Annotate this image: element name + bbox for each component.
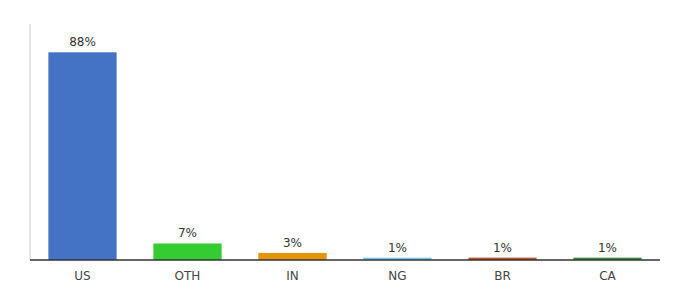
bars (48, 52, 641, 260)
data-label: 3% (283, 236, 302, 250)
bar (48, 52, 116, 260)
x-axis-line (30, 259, 660, 261)
chart-container: US OTH IN NG BR CA 88% 7% 3% 1% 1% 1% (0, 0, 680, 300)
page: {"chart_data": {"type": "bar", "categori… (0, 0, 680, 300)
data-label: 1% (598, 241, 617, 255)
data-label: 88% (69, 35, 96, 49)
bar (258, 253, 326, 260)
x-tick-label: OTH (175, 269, 201, 283)
x-tick-label: US (74, 269, 90, 283)
x-tick-label: IN (286, 269, 299, 283)
x-tick-label: BR (494, 269, 511, 283)
data-label: 1% (493, 241, 512, 255)
data-label: 7% (178, 226, 197, 240)
data-label: 1% (388, 241, 407, 255)
x-tick-label: CA (599, 269, 616, 283)
y-axis-line (30, 24, 31, 260)
chart-svg: US OTH IN NG BR CA 88% 7% 3% 1% 1% 1% (0, 0, 680, 300)
x-tick-label: NG (388, 269, 406, 283)
bar (153, 243, 221, 260)
